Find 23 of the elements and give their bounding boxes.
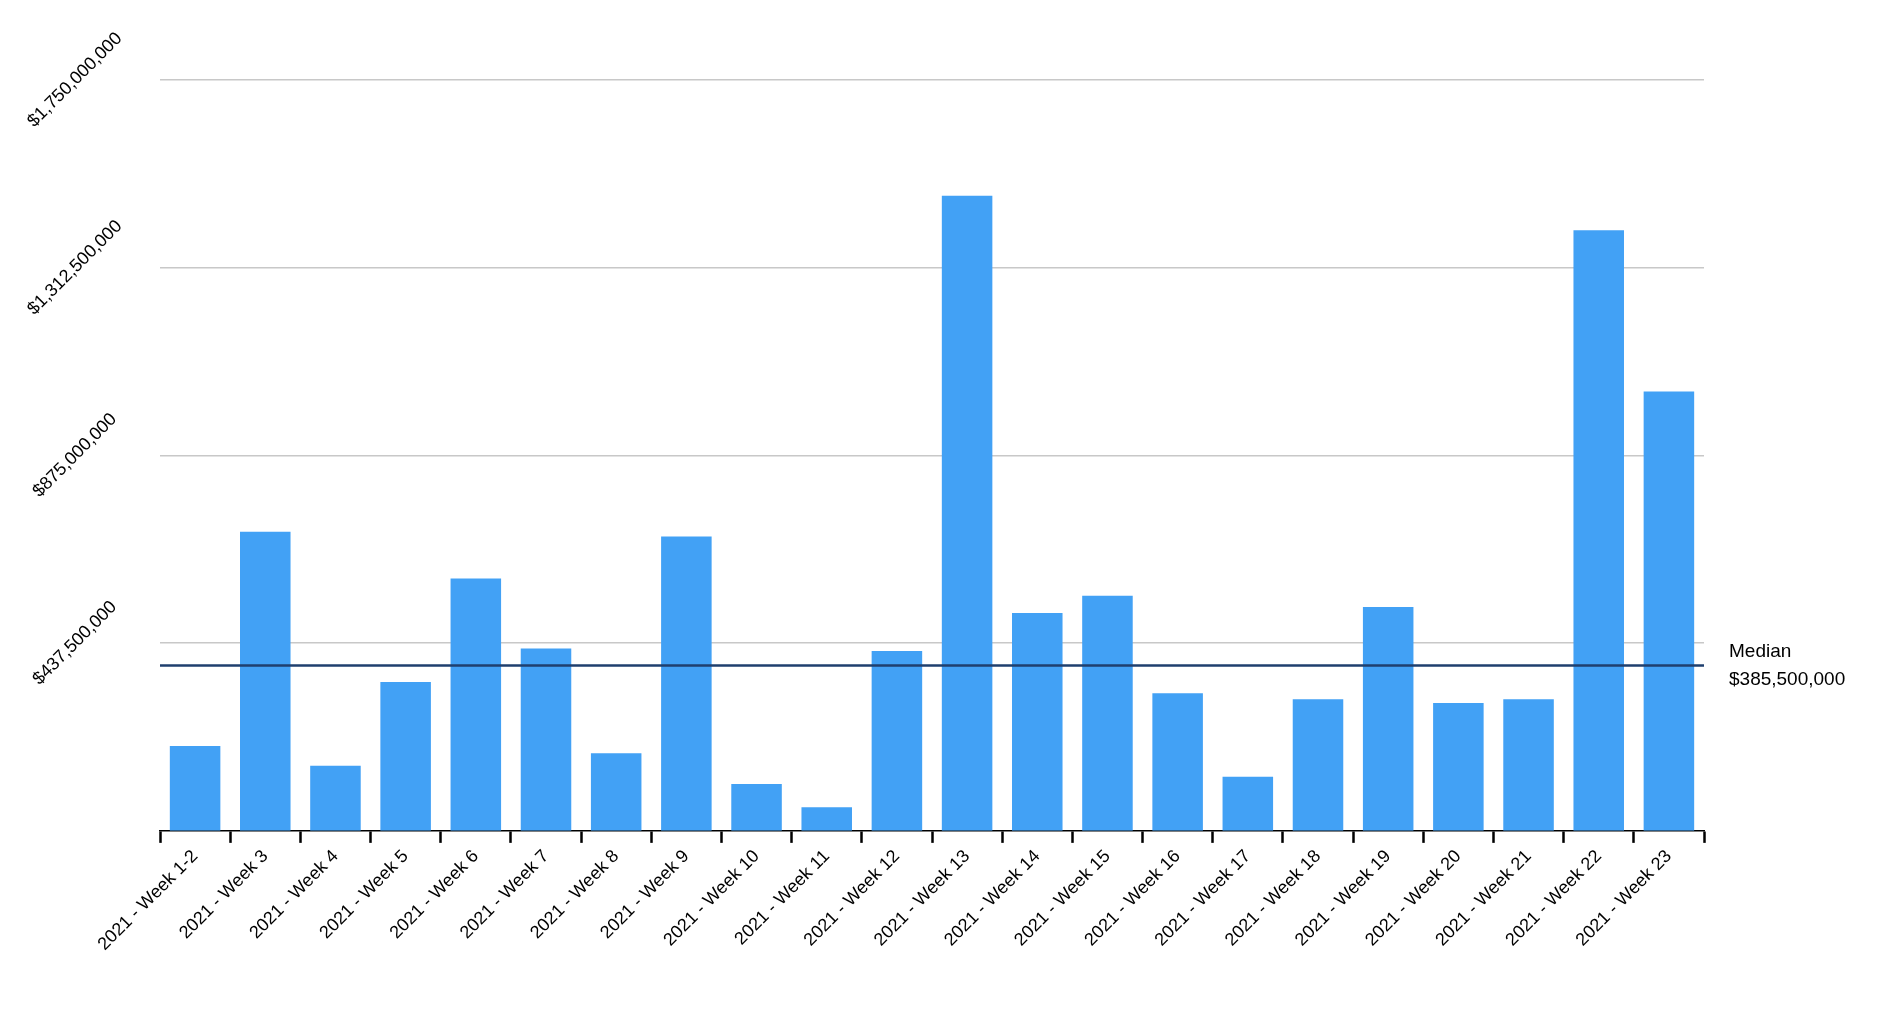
bar bbox=[590, 753, 642, 831]
bar bbox=[1573, 230, 1624, 831]
bar bbox=[1433, 703, 1484, 831]
bar bbox=[1503, 699, 1554, 831]
ref-line-label: Median $385,500,000 bbox=[1729, 639, 1846, 689]
bar bbox=[240, 531, 291, 831]
bar bbox=[520, 648, 572, 831]
bar bbox=[1643, 391, 1695, 831]
bar bbox=[1292, 699, 1344, 831]
bar bbox=[1222, 776, 1274, 831]
bar bbox=[801, 807, 852, 831]
bar bbox=[1082, 595, 1133, 831]
bar bbox=[1152, 693, 1203, 831]
bar bbox=[731, 784, 782, 831]
bar bbox=[661, 536, 712, 831]
bar bbox=[169, 745, 221, 831]
bar bbox=[450, 578, 502, 831]
bar bbox=[1012, 612, 1063, 831]
bar bbox=[1362, 606, 1414, 831]
bar bbox=[941, 195, 993, 831]
bar bbox=[310, 765, 361, 831]
bar bbox=[380, 681, 431, 831]
bar bbox=[871, 651, 923, 831]
